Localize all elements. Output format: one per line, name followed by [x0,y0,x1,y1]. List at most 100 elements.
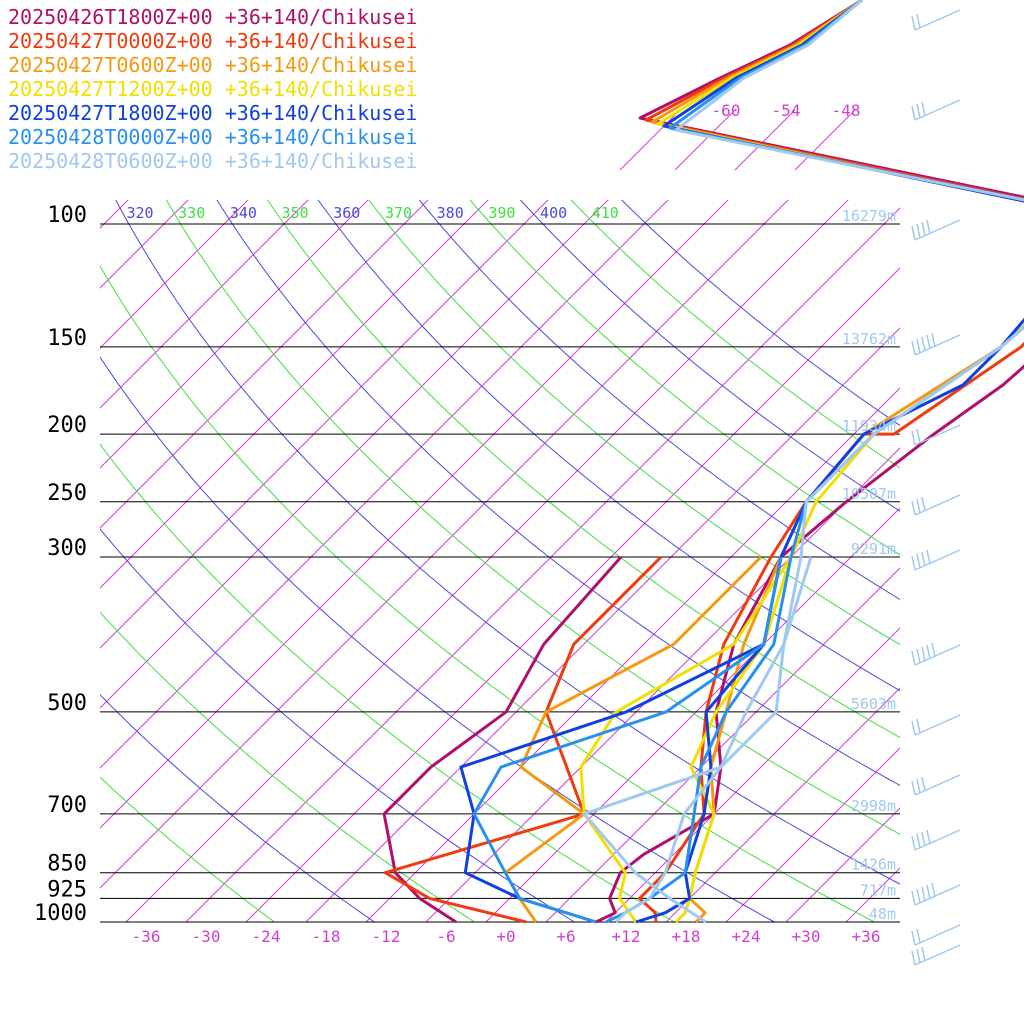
wind-barb-staff [914,924,961,946]
temperature-tick-label: +0 [496,927,515,946]
temperature-profile [674,0,1024,202]
wind-barb-flag [911,15,916,31]
theta-label: 350 [282,204,309,222]
isotherm-line [100,200,249,349]
wind-barb [911,882,961,906]
wind-barb-flag [916,928,921,944]
isotherm-line [245,267,900,923]
wind-barb-staff [914,714,961,736]
dry-adiabat-line [368,200,900,646]
temperature-profile [638,341,1024,923]
temperature-tick-label: +6 [556,927,575,946]
dry-adiabat-line [100,776,275,923]
wind-barb-flag [911,500,916,516]
legend-entry: 20250428T0600Z+00 +36+140/Chikusei [8,149,418,173]
sounding-profiles [382,0,1024,924]
wind-barb-staff [914,644,961,666]
wind-barb-flag [926,829,931,845]
legend-entry: 20250427T0600Z+00 +36+140/Chikusei [8,53,418,77]
isotherm-line [605,627,900,923]
wind-barb-flag [911,890,916,906]
pressure-label: 300 [47,536,87,561]
theta-label: 410 [592,204,619,222]
wind-barb-flag [921,776,926,792]
isotherm-line [100,200,549,649]
wind-barb-flag [931,882,936,898]
isotherm-line [100,200,309,409]
height-label: 16279m [842,207,896,225]
upper-temperature-labels: -60 -54 -48 [712,101,861,120]
wind-barb-flag [911,555,916,571]
wind-barb [911,332,961,356]
temperature-tick-labels: -36 -30 -24 -18 -12 -6 +0 +6 +12 +18 +24 +30 +36 [132,927,881,946]
legend-entry: 20250426T1800Z+00 +36+140/Chikusei [8,5,418,29]
wind-barb-flag [926,334,931,350]
wind-barb-staff [914,549,961,571]
wind-barb-staff [914,774,961,796]
theta-label: 340 [230,204,257,222]
height-labels: 16279m 13762m 11934m 10507m 9291m 5603m 2998m 1… [842,207,896,923]
pressure-label: 200 [47,413,87,438]
pressure-label: 100 [47,203,87,228]
pressure-label: 850 [47,852,87,877]
wind-barb-flag [911,430,916,446]
wind-barb-flag [916,948,921,964]
wind-barb [911,642,961,666]
wind-barb-staff [914,424,961,446]
theta-label: 390 [488,204,515,222]
isotherm-line [100,200,669,769]
wind-barb-flag [911,225,916,241]
wind-barb-flag [921,336,926,352]
dry-adiabat-line [519,200,900,512]
temperature-tick-label: -36 [132,927,161,946]
temperature-profile [614,325,1024,924]
wind-barb-staff [914,829,961,851]
isotherm-line [619,109,681,171]
theta-label: 320 [126,204,153,222]
temperature-tick-label: +24 [732,927,761,946]
isotherm-line [125,200,849,923]
temperature-tick-label: -12 [372,927,401,946]
temperature-profile [605,325,1024,924]
wind-barb [911,714,961,736]
wind-barb-flag [916,718,921,734]
dewpoint-profile [472,556,783,924]
isotherm-line [305,327,900,923]
wind-barb [911,219,961,241]
legend-entry: 20250427T0000Z+00 +36+140/Chikusei [8,29,418,53]
height-label: 48m [869,905,896,923]
wind-barb-flag [921,886,926,902]
wind-barbs [911,9,961,966]
height-label: 10507m [842,485,896,503]
wind-barb-flag [911,835,916,851]
dry-adiabat-line [317,200,900,692]
temperature-tick-label: +12 [612,927,641,946]
dry-adiabat-line [100,443,675,923]
wind-barb-flag [916,888,921,904]
wind-barb [911,99,961,121]
isotherm-line [100,200,429,529]
isotherm-line [185,207,900,923]
wind-barb-staff [914,334,961,356]
pressure-label: 700 [47,793,87,818]
temperature-profile [595,364,1024,924]
legend-entry: 20250427T1200Z+00 +36+140/Chikusei [8,77,418,101]
isotherm-line [906,122,1024,922]
wind-barb-flag [916,553,921,569]
height-label: 11934m [842,417,896,435]
wind-barb-flag [921,646,926,662]
dewpoint-profile [459,556,783,924]
temperature-tick-label: +30 [792,927,821,946]
isotherm-line [100,200,189,289]
wind-barb-flag [911,340,916,356]
wind-barb-staff [914,944,961,966]
upper-temperature-label: -54 [772,101,801,120]
temperature-tick-label: -24 [252,927,281,946]
wind-barb [911,944,961,966]
upper-temperature-label: -60 [712,101,741,120]
pressure-label: 150 [47,326,87,351]
dewpoint-profile [382,556,623,924]
temperature-tick-label: -6 [436,927,455,946]
wind-barb-flag [921,831,926,847]
